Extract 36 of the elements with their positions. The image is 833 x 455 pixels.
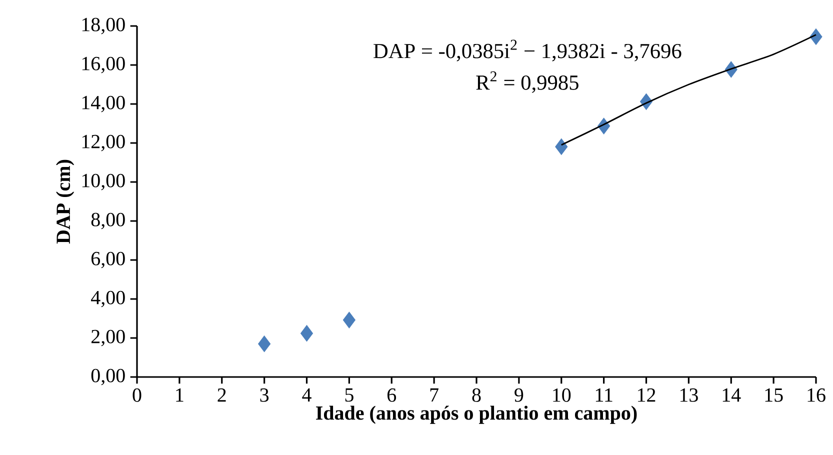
y-tick-label: 8,00 [91, 212, 125, 230]
x-tick-label: 1 [176, 388, 184, 402]
x-tick-label: 11 [596, 388, 612, 402]
x-tick-label: 7 [430, 388, 438, 402]
x-tick-label: 12 [638, 388, 656, 402]
x-tick-label: 13 [680, 388, 698, 402]
y-tick-label: 10,00 [82, 174, 125, 190]
x-tick-label: 3 [260, 388, 269, 402]
x-tick-label: 4 [302, 388, 312, 402]
y-axis-title: DAP (cm) [56, 160, 74, 244]
x-tick-label: 15 [765, 388, 783, 402]
y-tick-label: 2,00 [92, 330, 125, 346]
x-tick-label: 8 [472, 388, 481, 402]
x-tick-label: 0 [132, 388, 142, 402]
annotation: DAP = -0,0385i$^{2}$ − 1,9382i - 3,7696 [374, 40, 682, 62]
point [810, 28, 822, 45]
y-tick-label: 6,00 [91, 252, 125, 268]
y-tick-label: 4,00 [91, 290, 125, 308]
x-tick-label: 5 [345, 388, 354, 402]
x-tick-label: 14 [722, 388, 741, 402]
point [555, 138, 568, 155]
x-tick-label: 2 [218, 388, 226, 402]
point [300, 325, 314, 342]
point [258, 336, 271, 352]
x-tick-label: 16 [808, 388, 826, 402]
y-tick-label: 14,00 [82, 96, 125, 112]
x-tick-label: 9 [514, 388, 524, 402]
y-tick-label: 0,00 [91, 368, 125, 386]
annotation: R$^{2}$ = 0,9985 [476, 71, 578, 93]
point [342, 312, 356, 328]
x-axis-title: Idade (anos após o plantio em campo) [316, 406, 637, 424]
y-tick-label: 16,00 [82, 56, 125, 74]
x-tick-label: 10 [553, 388, 571, 402]
y-tick-label: 12,00 [82, 134, 125, 152]
x-tick-label: 6 [387, 388, 396, 402]
y-tick-label: 18,00 [82, 18, 125, 34]
